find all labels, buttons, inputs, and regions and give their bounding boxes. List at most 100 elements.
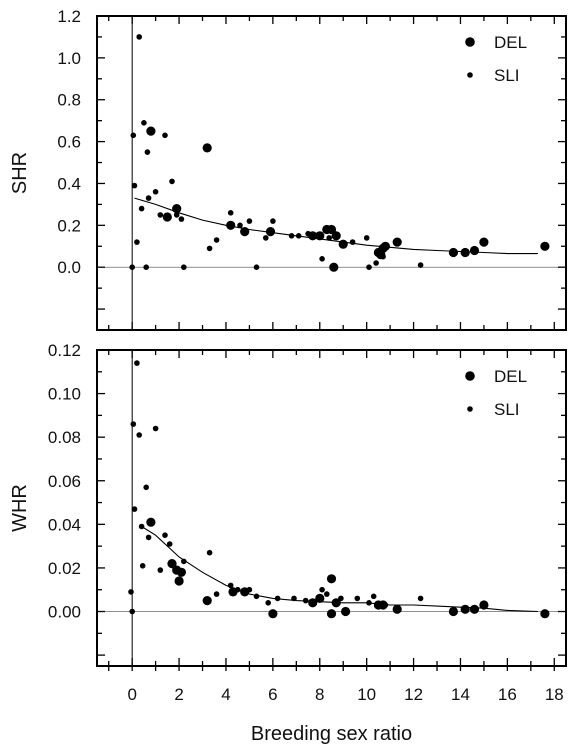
- legend-marker-del: [465, 371, 475, 381]
- del-point: [540, 241, 550, 251]
- sli-point: [417, 595, 424, 602]
- whr-panel: 0.00 0.02 0.04 0.06 0.08 0.10 0.12 DEL SLI WHR 0 2 4…: [9, 341, 567, 745]
- y-tick-label: 0.06: [48, 472, 81, 491]
- y-tick-label: 0.6: [57, 133, 81, 152]
- del-point: [202, 143, 212, 153]
- del-point: [460, 604, 470, 614]
- sli-point: [130, 421, 137, 427]
- sli-point: [162, 132, 168, 139]
- sli-point: [373, 260, 379, 266]
- sli-point: [265, 600, 272, 606]
- sli-point: [274, 595, 281, 602]
- y-tick-label: 0.04: [48, 515, 81, 534]
- x-tick-label: 2: [174, 685, 183, 704]
- sli-point: [136, 34, 142, 40]
- del-point: [469, 604, 480, 614]
- legend-label-del: DEL: [494, 33, 527, 52]
- del-point: [540, 609, 550, 619]
- sli-point: [166, 541, 173, 547]
- y-tick-label: 0.12: [48, 341, 81, 360]
- sli-point: [152, 189, 159, 195]
- x-tick-label: 8: [315, 685, 324, 704]
- sli-point: [366, 264, 372, 271]
- y-tick-label: 0.10: [48, 385, 81, 404]
- sli-point: [136, 432, 142, 438]
- y-tick-label: 0.02: [48, 559, 81, 578]
- sli-point: [291, 595, 297, 602]
- sli-point: [145, 195, 152, 201]
- sli-point: [181, 558, 187, 565]
- x-axis-label: Breeding sex ratio: [251, 723, 412, 745]
- sli-point: [157, 212, 164, 218]
- del-point: [392, 604, 402, 614]
- sli-point: [213, 237, 220, 243]
- legend-label-del: DEL: [494, 367, 527, 386]
- sli-point: [382, 602, 389, 608]
- sli-point: [144, 149, 151, 155]
- sli-point: [288, 233, 295, 239]
- del-point: [448, 247, 458, 258]
- sli-point: [246, 586, 253, 593]
- x-tick-label: 12: [404, 685, 423, 704]
- del-point: [172, 204, 182, 214]
- sli-point: [143, 484, 149, 491]
- sli-point: [253, 264, 260, 271]
- sli-point: [363, 235, 370, 241]
- y-tick-label: 0.0: [57, 258, 81, 277]
- del-point: [331, 598, 341, 608]
- del-point: [392, 237, 402, 247]
- sli-point: [213, 591, 220, 597]
- sli-point: [178, 216, 185, 222]
- sli-point: [295, 233, 302, 239]
- sli-point: [141, 120, 147, 126]
- sli-point: [138, 523, 145, 530]
- sli-point: [246, 218, 253, 224]
- del-point: [146, 126, 156, 136]
- sli-point: [130, 132, 137, 139]
- sli-point: [157, 567, 164, 573]
- del-point: [265, 227, 276, 237]
- del-point: [479, 237, 489, 247]
- legend-label-sli: SLI: [494, 66, 520, 85]
- sli-point: [319, 255, 325, 262]
- sli-point: [370, 593, 377, 600]
- y-tick-label: 1.2: [57, 7, 81, 26]
- sli-point: [319, 586, 325, 593]
- del-point: [469, 245, 480, 256]
- y-tick-label: 0.4: [57, 174, 81, 193]
- sli-point: [366, 600, 372, 606]
- sli-point: [206, 245, 213, 252]
- sli-point: [129, 608, 135, 615]
- del-point: [226, 220, 236, 230]
- sli-point: [152, 425, 159, 432]
- sli-point: [354, 595, 361, 602]
- sli-point: [326, 235, 333, 241]
- plot-frame: [96, 349, 567, 667]
- sli-point: [380, 253, 386, 260]
- y-axis-label: WHR: [9, 484, 31, 532]
- sli-point: [145, 534, 152, 541]
- y-tick-label: 1.0: [57, 49, 81, 68]
- shr-panel: 0.0 0.2 0.4 0.6 0.8 1.0 1.2 DEL SLI SHR: [9, 7, 567, 331]
- sli-point: [138, 205, 145, 212]
- x-tick-label: 4: [221, 685, 230, 704]
- del-point: [315, 231, 325, 241]
- y-tick-label: 0.2: [57, 216, 81, 235]
- sli-point: [134, 360, 140, 366]
- del-point: [329, 262, 339, 272]
- del-point: [240, 227, 250, 237]
- sli-point: [169, 178, 175, 185]
- sli-point: [131, 506, 138, 512]
- del-point: [326, 224, 337, 235]
- legend-marker-sli: [467, 406, 473, 412]
- sli-point: [173, 212, 180, 218]
- sli-point: [338, 595, 344, 602]
- del-point: [176, 567, 186, 577]
- plot-frame: [96, 15, 567, 331]
- sli-point: [234, 586, 241, 593]
- sli-point: [237, 222, 243, 229]
- legend-marker-sli: [467, 72, 473, 78]
- del-point: [380, 241, 390, 251]
- del-point: [162, 212, 172, 222]
